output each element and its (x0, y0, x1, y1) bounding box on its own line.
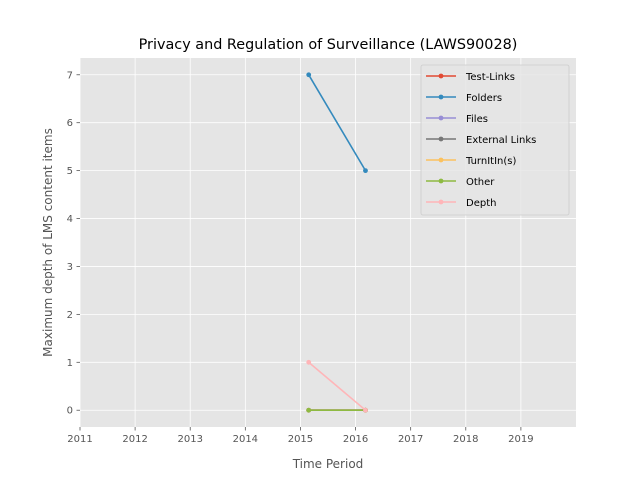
chart-title: Privacy and Regulation of Surveillance (… (139, 37, 518, 53)
legend-item-test-links: Test-Links (426, 72, 515, 83)
x-tick-label: 2012 (122, 434, 147, 445)
y-tick-label: 1 (67, 358, 73, 369)
legend-label-external-links: External Links (466, 135, 536, 146)
y-tick-label: 0 (67, 406, 73, 417)
data-point-folders (363, 168, 368, 174)
legend-label-depth: Depth (466, 198, 496, 209)
series-line-depth (308, 361, 367, 411)
legend-marker-folders (438, 94, 444, 100)
series-depth (306, 359, 368, 413)
x-tick-label: 2018 (453, 434, 478, 445)
y-tick-label: 5 (67, 166, 73, 177)
legend-marker-other (438, 178, 444, 184)
legend-marker-files (438, 115, 444, 121)
y-tick-label: 6 (67, 118, 73, 129)
legend-label-test-links: Test-Links (465, 72, 515, 83)
y-tick-label: 2 (67, 310, 73, 321)
legend-marker-turnitin-s (438, 157, 444, 163)
data-point-depth (306, 359, 312, 365)
legend-label-other: Other (466, 177, 495, 188)
legend-item-files: Files (426, 114, 488, 125)
legend: Test-Links Folders Files External Links Turn… (420, 64, 570, 216)
y-tick-label: 4 (67, 214, 73, 225)
data-point-depth (363, 407, 368, 413)
y-axis-ticks: 0 1 2 3 4 5 6 7 (67, 70, 80, 417)
x-axis-label: Time Period (292, 457, 364, 471)
x-tick-label: 2019 (508, 434, 533, 445)
x-tick-label: 2015 (288, 434, 313, 445)
x-tick-label: 2013 (177, 434, 202, 445)
x-tick-label: 2011 (67, 434, 92, 445)
legend-item-other: Other (426, 177, 495, 188)
legend-label-turnitin-s: TurnItIn(s) (465, 156, 516, 167)
data-point-other (306, 407, 312, 413)
legend-marker-test-links (438, 73, 444, 79)
x-tick-label: 2014 (233, 434, 258, 445)
x-tick-label: 2016 (343, 434, 368, 445)
legend-label-folders: Folders (466, 93, 502, 104)
series-lines (306, 72, 368, 413)
series-line-folders (308, 74, 367, 172)
data-point-folders (306, 72, 312, 78)
legend-marker-external-links (438, 136, 444, 142)
legend-frame (420, 64, 570, 216)
series-folders (306, 72, 368, 174)
legend-item-turnitin-s: TurnItIn(s) (426, 156, 516, 167)
legend-marker-depth (438, 199, 444, 205)
x-tick-label: 2017 (398, 434, 423, 445)
y-tick-label: 7 (67, 70, 73, 81)
legend-item-external-links: External Links (426, 135, 536, 146)
legend-item-folders: Folders (426, 93, 502, 104)
legend-label-files: Files (466, 114, 488, 125)
x-axis-ticks: 2011 2012 2013 2014 2015 2016 2017 2018 2019 (67, 427, 534, 445)
legend-item-depth: Depth (426, 198, 496, 209)
y-tick-label: 3 (67, 262, 73, 273)
y-axis-label: Maximum depth of LMS content items (41, 128, 55, 357)
